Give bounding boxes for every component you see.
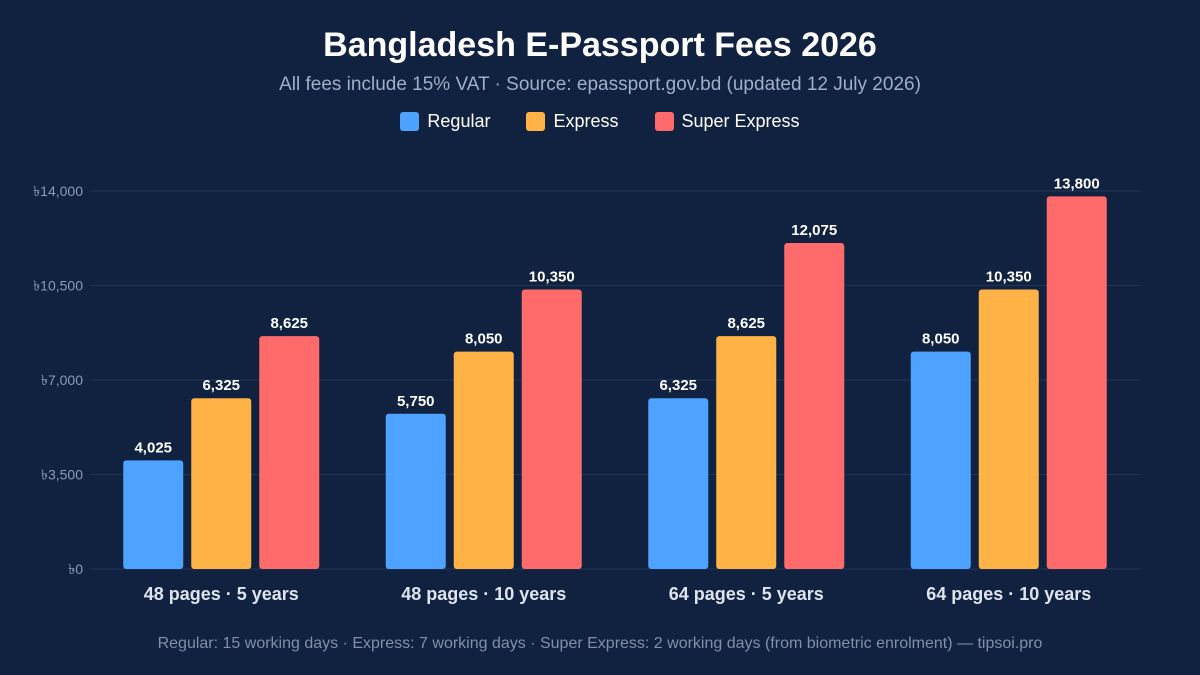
y-tick-label: ৳0 bbox=[68, 561, 83, 577]
legend-swatch-regular bbox=[400, 112, 420, 131]
data-label: 6,325 bbox=[202, 377, 240, 394]
bar[interactable] bbox=[784, 242, 845, 569]
legend-item-express[interactable]: Express bbox=[526, 111, 619, 132]
legend-label-express: Express bbox=[553, 111, 619, 131]
legend-label-regular: Regular bbox=[427, 111, 491, 131]
data-label: 12,075 bbox=[791, 222, 837, 239]
data-label: 8,625 bbox=[270, 315, 308, 332]
bar[interactable] bbox=[385, 413, 446, 569]
bar[interactable] bbox=[910, 351, 971, 569]
legend: Regular Express Super Express bbox=[0, 111, 1200, 132]
legend-item-regular[interactable]: Regular bbox=[400, 111, 490, 132]
bar[interactable] bbox=[259, 336, 320, 569]
bar[interactable] bbox=[978, 289, 1039, 569]
data-label: 6,325 bbox=[659, 377, 697, 394]
chart-footer: Regular: 15 working days · Express: 7 wo… bbox=[157, 635, 1043, 652]
y-tick-label: ৳3,500 bbox=[41, 467, 83, 483]
bar[interactable] bbox=[453, 351, 514, 569]
data-label: 8,050 bbox=[922, 331, 960, 348]
data-label: 8,625 bbox=[727, 315, 765, 332]
chart-subtitle: All fees include 15% VAT · Source: epass… bbox=[279, 74, 921, 95]
bar[interactable] bbox=[648, 398, 709, 569]
y-tick-label: ৳14,000 bbox=[33, 183, 83, 199]
bar[interactable] bbox=[1046, 196, 1107, 569]
data-label: 10,350 bbox=[529, 269, 575, 286]
legend-swatch-super-express bbox=[654, 112, 674, 131]
legend-item-super-express[interactable]: Super Express bbox=[654, 111, 800, 132]
bar[interactable] bbox=[123, 460, 184, 569]
data-label: 5,750 bbox=[397, 393, 435, 410]
bar[interactable] bbox=[521, 289, 582, 569]
legend-swatch-express bbox=[526, 112, 546, 131]
chart-title: Bangladesh E-Passport Fees 2026 bbox=[323, 26, 877, 64]
data-label: 13,800 bbox=[1054, 175, 1100, 192]
x-category-label: 64 pages · 5 years bbox=[669, 584, 824, 604]
y-tick-label: ৳7,000 bbox=[41, 372, 83, 388]
x-category-label: 64 pages · 10 years bbox=[926, 584, 1091, 604]
bar[interactable] bbox=[716, 336, 777, 569]
data-label: 8,050 bbox=[465, 331, 503, 348]
data-label: 4,025 bbox=[134, 439, 172, 456]
y-tick-label: ৳10,500 bbox=[33, 278, 83, 294]
legend-label-super-express: Super Express bbox=[681, 111, 800, 131]
x-category-label: 48 pages · 10 years bbox=[401, 584, 566, 604]
x-category-label: 48 pages · 5 years bbox=[144, 584, 299, 604]
bar[interactable] bbox=[191, 398, 252, 569]
data-label: 10,350 bbox=[986, 269, 1032, 286]
